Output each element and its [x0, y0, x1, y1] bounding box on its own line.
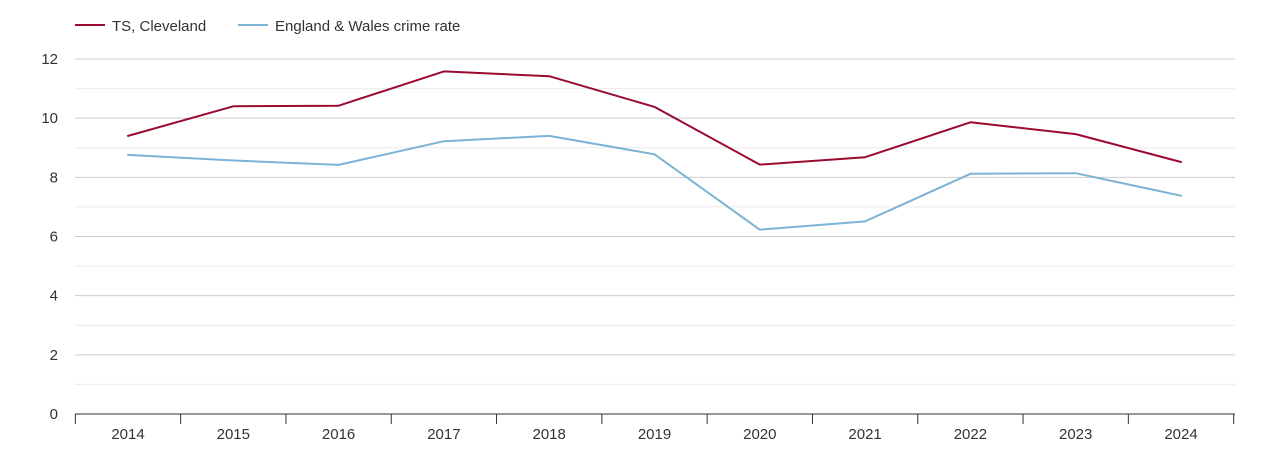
data-point-england-wales[interactable] — [757, 227, 763, 233]
x-tick-label: 2018 — [533, 426, 566, 443]
x-tick-label: 2021 — [848, 426, 881, 443]
data-point-ts-cleveland[interactable] — [1178, 159, 1184, 165]
legend-item-ts-cleveland[interactable]: TS, Cleveland — [75, 18, 206, 35]
data-point-england-wales[interactable] — [1178, 193, 1184, 199]
legend: TS, Cleveland England & Wales crime rate — [75, 18, 460, 35]
data-point-england-wales[interactable] — [336, 162, 342, 168]
data-point-england-wales[interactable] — [546, 133, 552, 139]
x-tick-label: 2020 — [743, 426, 776, 443]
data-point-england-wales[interactable] — [652, 151, 658, 157]
data-point-ts-cleveland[interactable] — [125, 133, 131, 139]
legend-item-england-wales[interactable]: England & Wales crime rate — [238, 18, 460, 35]
data-point-ts-cleveland[interactable] — [967, 119, 973, 125]
data-point-ts-cleveland[interactable] — [757, 162, 763, 168]
y-tick-label: 2 — [50, 347, 58, 364]
y-tick-label: 10 — [41, 110, 58, 127]
series-line-ts-cleveland[interactable] — [127, 70, 1182, 166]
data-point-england-wales[interactable] — [862, 218, 868, 224]
x-tick-label: 2024 — [1164, 426, 1197, 443]
y-axis-ticks: 0 2 4 6 8 10 12 — [41, 51, 58, 423]
data-point-ts-cleveland[interactable] — [441, 68, 447, 74]
series-line-england-wales[interactable] — [127, 134, 1182, 231]
legend-label-england-wales: England & Wales crime rate — [275, 18, 460, 35]
y-tick-label: 4 — [50, 288, 58, 305]
data-point-ts-cleveland[interactable] — [862, 154, 868, 160]
data-point-england-wales[interactable] — [125, 152, 131, 158]
y-tick-label: 0 — [50, 406, 58, 423]
gridlines — [75, 58, 1235, 385]
x-tick-label: 2015 — [217, 426, 250, 443]
x-tick-label: 2017 — [427, 426, 460, 443]
data-point-ts-cleveland[interactable] — [336, 103, 342, 109]
y-tick-label: 6 — [50, 229, 58, 246]
x-axis: 2014 2015 2016 2017 2018 2019 2020 2021 2022 2023… — [74, 413, 1235, 443]
y-tick-label: 8 — [50, 169, 58, 186]
data-point-england-wales[interactable] — [1073, 170, 1079, 176]
x-tick-label: 2022 — [954, 426, 987, 443]
data-point-england-wales[interactable] — [441, 138, 447, 144]
data-point-ts-cleveland[interactable] — [230, 103, 236, 109]
legend-label-ts-cleveland: TS, Cleveland — [112, 18, 206, 35]
series-lines — [125, 68, 1184, 233]
x-tick-label: 2019 — [638, 426, 671, 443]
x-tick-label: 2016 — [322, 426, 355, 443]
y-tick-label: 12 — [41, 51, 58, 68]
data-point-ts-cleveland[interactable] — [1073, 131, 1079, 137]
data-point-england-wales[interactable] — [230, 157, 236, 163]
data-point-ts-cleveland[interactable] — [546, 73, 552, 79]
x-tick-label: 2023 — [1059, 426, 1092, 443]
x-tick-label: 2014 — [111, 426, 144, 443]
data-point-ts-cleveland[interactable] — [652, 104, 658, 110]
data-point-england-wales[interactable] — [967, 171, 973, 177]
